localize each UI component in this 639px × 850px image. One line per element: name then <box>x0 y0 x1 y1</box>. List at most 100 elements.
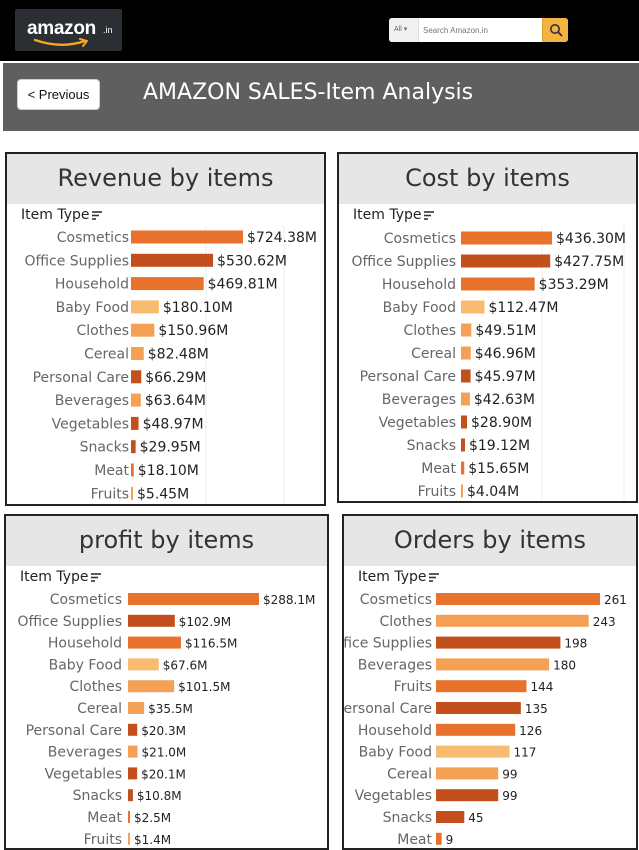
bar[interactable] <box>131 463 134 477</box>
data-label: 144 <box>530 680 553 694</box>
bar[interactable] <box>128 789 133 802</box>
category-label: Snacks <box>80 440 129 456</box>
bar[interactable] <box>461 300 485 314</box>
category-label: Office Supplies <box>17 614 122 630</box>
data-label: $35.5M <box>148 702 193 716</box>
field-label: Item Type <box>20 569 102 585</box>
category-label: Baby Food <box>383 300 456 316</box>
bar[interactable] <box>128 832 130 845</box>
category-label: Cosmetics <box>50 592 122 608</box>
bar[interactable] <box>131 393 141 407</box>
category-label: Beverages <box>48 745 122 761</box>
bar[interactable] <box>461 438 465 452</box>
dashboard-header: < Previous AMAZON SALES-Item Analysis <box>3 63 639 131</box>
category-label: Personal Care <box>344 701 432 717</box>
sort-icon[interactable] <box>424 210 435 220</box>
bar[interactable] <box>436 832 442 845</box>
bar[interactable] <box>436 723 516 736</box>
category-label: Cosmetics <box>384 231 456 247</box>
bar[interactable] <box>461 346 471 360</box>
bar[interactable] <box>128 702 145 714</box>
bar[interactable] <box>461 277 535 291</box>
bar[interactable] <box>131 230 243 244</box>
bar[interactable] <box>436 811 465 823</box>
data-label: $10.8M <box>137 789 182 803</box>
bar[interactable] <box>436 636 561 649</box>
bar[interactable] <box>461 461 465 475</box>
bar[interactable] <box>436 680 527 693</box>
bar[interactable] <box>131 300 159 314</box>
bar[interactable] <box>131 416 139 430</box>
data-label: $66.29M <box>145 370 206 386</box>
bar[interactable] <box>128 680 175 693</box>
bar[interactable] <box>128 636 181 649</box>
data-label: $29.95M <box>140 440 201 456</box>
bar[interactable] <box>436 745 510 758</box>
amazon-logo[interactable]: amazon .in <box>15 9 122 51</box>
bar[interactable] <box>436 658 550 671</box>
category-label: Fruits <box>418 484 456 500</box>
data-label: $436.30M <box>556 231 626 247</box>
search-category-select[interactable]: All ▾ <box>389 18 419 42</box>
search-input[interactable] <box>423 18 538 42</box>
category-label: Cosmetics <box>57 230 129 246</box>
bar[interactable] <box>461 369 471 383</box>
bar[interactable] <box>461 231 552 245</box>
bar[interactable] <box>436 614 589 627</box>
sort-icon[interactable] <box>91 572 102 582</box>
field-label-text: Item Type <box>20 569 89 585</box>
category-label: Household <box>382 277 456 293</box>
bar[interactable] <box>131 486 133 500</box>
dashboard-title: AMAZON SALES-Item Analysis <box>143 80 474 105</box>
category-label: Beverages <box>382 392 456 408</box>
category-label: Cereal <box>84 347 129 363</box>
bar[interactable] <box>131 253 214 267</box>
data-label: $20.3M <box>141 724 186 738</box>
bar[interactable] <box>461 323 472 337</box>
category-label: Cosmetics <box>360 592 432 608</box>
bar[interactable] <box>436 702 521 714</box>
category-label: Beverages <box>358 657 432 673</box>
bar[interactable] <box>436 593 600 605</box>
data-label: $63.64M <box>145 393 206 409</box>
data-label: $21.0M <box>142 746 187 760</box>
bar[interactable] <box>436 789 499 802</box>
data-label: $48.97M <box>143 416 204 432</box>
bar[interactable] <box>461 415 468 429</box>
bar[interactable] <box>461 392 470 406</box>
bar[interactable] <box>128 767 138 780</box>
data-label: $1.4M <box>134 833 171 847</box>
sort-icon[interactable] <box>92 210 103 220</box>
bar[interactable] <box>128 593 259 605</box>
bar[interactable] <box>128 658 159 671</box>
search-button[interactable] <box>542 18 568 42</box>
category-label: Meat <box>94 463 129 479</box>
bar[interactable] <box>131 440 136 454</box>
category-label: Baby Food <box>56 300 129 316</box>
data-label: $353.29M <box>539 277 609 293</box>
category-label: Cereal <box>387 766 432 782</box>
category-label: Vegetables <box>379 415 456 431</box>
bar[interactable] <box>131 370 142 384</box>
category-label: Clothes <box>380 614 433 630</box>
category-label: Personal Care <box>33 370 129 386</box>
bar[interactable] <box>461 254 551 268</box>
previous-button[interactable]: < Previous <box>17 79 100 110</box>
category-label: Personal Care <box>26 723 122 739</box>
data-label: $101.5M <box>178 680 230 694</box>
category-label: Fruits <box>394 679 432 695</box>
bar[interactable] <box>128 811 130 823</box>
data-label: 9 <box>446 833 454 847</box>
bar[interactable] <box>131 347 144 360</box>
bar[interactable] <box>131 323 155 337</box>
bar[interactable] <box>128 614 175 627</box>
bar[interactable] <box>128 723 138 736</box>
bar[interactable] <box>131 277 204 291</box>
sort-icon[interactable] <box>429 572 440 582</box>
orders-chart: Cosmetics 261 Clothes 243 Office Supplies 198… <box>344 592 627 848</box>
data-label: 126 <box>519 724 542 738</box>
category-label: Clothes <box>70 679 123 695</box>
bar[interactable] <box>436 767 499 780</box>
bar[interactable] <box>461 484 463 498</box>
bar[interactable] <box>128 745 138 758</box>
